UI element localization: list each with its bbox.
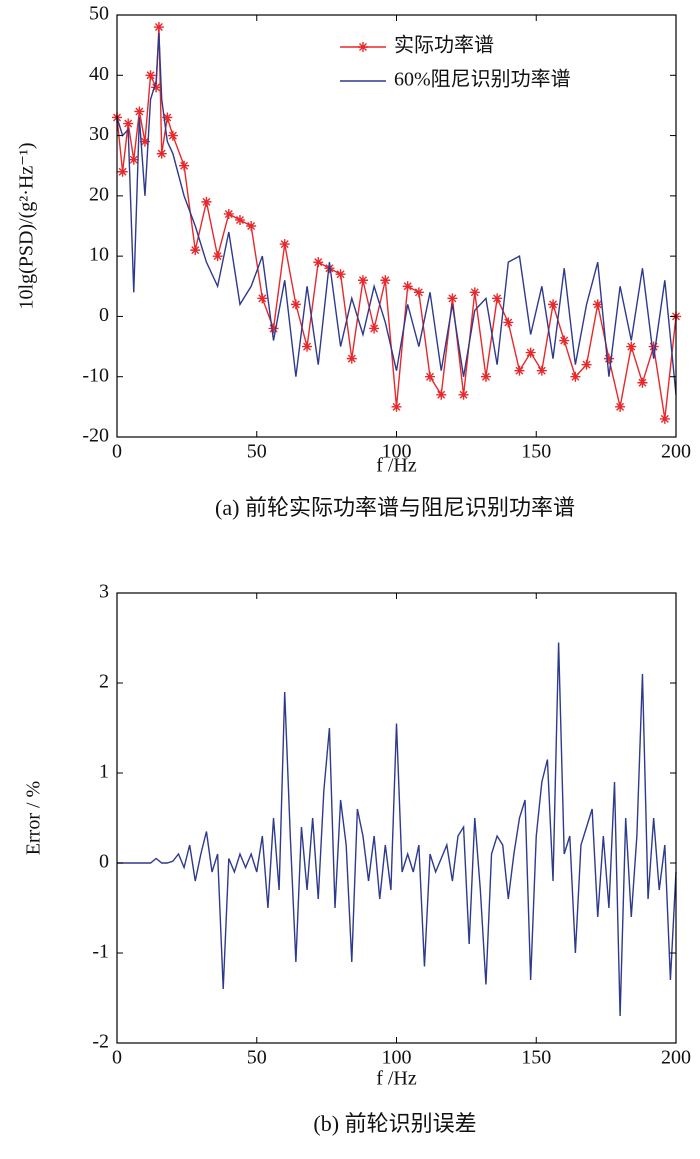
- point-marker: [156, 148, 167, 159]
- point-marker: [335, 269, 346, 280]
- y-tick-label: -2: [92, 1031, 109, 1053]
- point-marker: [469, 287, 480, 298]
- point-marker: [313, 257, 324, 268]
- x-tick-label: 50: [247, 1047, 267, 1069]
- point-marker: [117, 166, 128, 177]
- point-marker: [425, 371, 436, 382]
- legend-marker: [358, 42, 368, 52]
- x-tick-label: 200: [661, 441, 691, 463]
- x-tick-label: 0: [112, 441, 122, 463]
- y-axis-label: Error / %: [23, 781, 45, 855]
- y-tick-label: 10: [89, 244, 109, 266]
- point-marker: [626, 341, 637, 352]
- point-marker: [290, 299, 301, 310]
- point-marker: [436, 389, 447, 400]
- point-marker: [559, 335, 570, 346]
- point-marker: [346, 353, 357, 364]
- point-marker: [525, 347, 536, 358]
- point-marker: [413, 287, 424, 298]
- point-marker: [581, 359, 592, 370]
- series-line: [116, 33, 677, 395]
- point-marker: [179, 160, 190, 171]
- x-tick-label: 100: [382, 441, 412, 463]
- point-marker: [201, 196, 212, 207]
- series-line: [117, 642, 677, 1017]
- point-marker: [514, 365, 525, 376]
- point-marker: [145, 70, 156, 81]
- y-tick-label: 50: [89, 3, 109, 25]
- caption: (b) 前轮识别误差: [313, 1111, 476, 1136]
- y-tick-label: 0: [99, 304, 109, 326]
- x-tick-label: 150: [521, 1047, 551, 1069]
- y-tick-label: -20: [82, 425, 109, 447]
- point-marker: [128, 154, 139, 165]
- point-marker: [402, 281, 413, 292]
- point-marker: [234, 214, 245, 225]
- y-tick-label: 3: [99, 581, 109, 603]
- y-tick-label: 0: [99, 851, 109, 873]
- point-marker: [151, 82, 162, 93]
- point-marker: [659, 413, 670, 424]
- point-marker: [279, 239, 290, 250]
- legend-label: 实际功率谱: [394, 34, 494, 57]
- point-marker: [190, 245, 201, 256]
- point-marker: [503, 317, 514, 328]
- y-tick-label: -10: [82, 364, 109, 386]
- point-marker: [167, 130, 178, 141]
- x-tick-label: 200: [661, 1047, 691, 1069]
- x-tick-label: 50: [247, 441, 267, 463]
- point-marker: [123, 118, 134, 129]
- point-marker: [480, 371, 491, 382]
- point-marker: [447, 293, 458, 304]
- y-tick-label: 40: [89, 63, 109, 85]
- x-tick-label: 0: [112, 1047, 122, 1069]
- point-marker: [570, 371, 581, 382]
- point-marker: [458, 389, 469, 400]
- y-tick-label: 1: [99, 761, 109, 783]
- point-marker: [257, 293, 268, 304]
- y-tick-label: 2: [99, 671, 109, 693]
- x-axis-label: f /Hz: [376, 455, 417, 477]
- x-tick-label: 150: [521, 441, 551, 463]
- point-marker: [369, 323, 380, 334]
- point-marker: [139, 136, 150, 147]
- point-marker: [603, 353, 614, 364]
- point-marker: [134, 106, 145, 117]
- point-marker: [592, 299, 603, 310]
- legend-label: 60%阻尼识别功率谱: [394, 68, 571, 91]
- point-marker: [246, 221, 257, 231]
- point-marker: [548, 299, 559, 310]
- point-marker: [153, 22, 164, 33]
- point-marker: [223, 208, 234, 219]
- point-marker: [162, 112, 173, 123]
- y-tick-label: 20: [89, 183, 109, 205]
- point-marker: [536, 365, 547, 376]
- caption: (a) 前轮实际功率谱与阻尼识别功率谱: [215, 495, 575, 520]
- point-marker: [637, 377, 648, 388]
- point-marker: [268, 323, 279, 334]
- point-marker: [357, 275, 368, 286]
- point-marker: [391, 401, 402, 412]
- point-marker: [380, 275, 391, 286]
- point-marker: [648, 341, 659, 352]
- x-axis-label: f /Hz: [376, 1068, 417, 1090]
- point-marker: [615, 401, 626, 412]
- y-axis-label: 10lg(PSD)/(g²·Hz⁻¹): [16, 143, 38, 310]
- point-marker: [212, 251, 223, 262]
- point-marker: [302, 341, 313, 352]
- y-tick-label: -1: [92, 941, 109, 963]
- y-tick-label: 30: [89, 123, 109, 145]
- point-marker: [492, 293, 503, 304]
- x-tick-label: 100: [382, 1047, 412, 1069]
